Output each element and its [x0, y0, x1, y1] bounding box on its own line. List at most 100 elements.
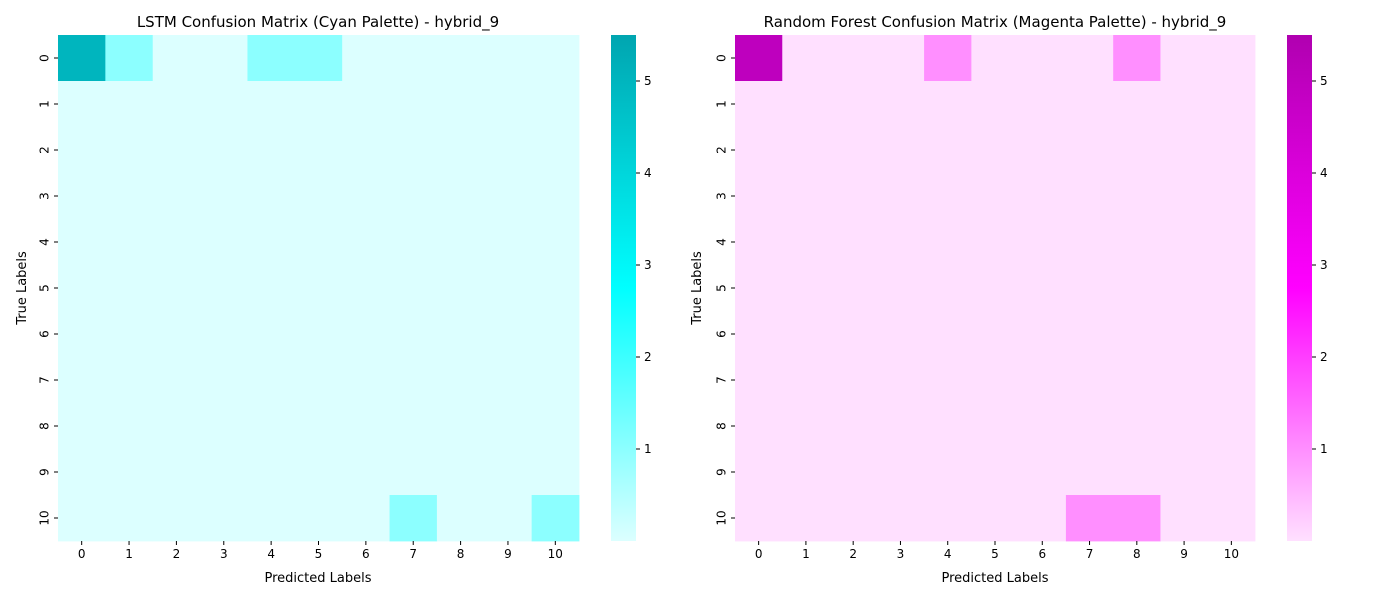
- x-tick-label: 3: [220, 547, 228, 561]
- heatmap-cell: [735, 449, 783, 496]
- heatmap-cell: [58, 311, 106, 358]
- y-tick-label: 5: [715, 284, 729, 292]
- heatmap-cell: [1113, 357, 1161, 404]
- heatmap-cell: [924, 127, 972, 174]
- heatmap-cell: [876, 311, 925, 358]
- heatmap-cell: [294, 219, 343, 266]
- x-axis-label: Predicted Labels: [941, 571, 1048, 586]
- heatmap-cell: [484, 311, 533, 358]
- heatmap-cell: [829, 495, 878, 542]
- heatmap-cell: [1018, 35, 1067, 82]
- y-tick-label: 6: [715, 330, 729, 338]
- heatmap-cell: [876, 219, 925, 266]
- heatmap-cell: [1065, 173, 1114, 220]
- y-tick-label: 5: [38, 284, 52, 292]
- heatmap-cell: [1160, 265, 1209, 312]
- heatmap-cell: [1113, 403, 1161, 450]
- heatmap-cell: [152, 449, 201, 496]
- x-tick-label: 0: [78, 547, 86, 561]
- heatmap-cell: [1207, 173, 1256, 220]
- heatmap-cell: [436, 403, 485, 450]
- heatmap-cell: [971, 265, 1020, 312]
- heatmap-cells: [735, 35, 1256, 542]
- heatmap-cell: [58, 81, 106, 128]
- y-tick-label: 1: [38, 100, 52, 108]
- heatmap-cell: [484, 219, 533, 266]
- heatmap-cell: [829, 311, 878, 358]
- heatmap-cell: [247, 173, 296, 220]
- chart-title: LSTM Confusion Matrix (Cyan Palette) - h…: [137, 13, 499, 32]
- heatmap-cell: [342, 449, 390, 496]
- heatmap-cell: [782, 35, 830, 82]
- heatmap-cell: [1160, 81, 1209, 128]
- heatmap-cell: [1160, 403, 1209, 450]
- heatmap-cell: [436, 81, 485, 128]
- heatmap-cell: [531, 173, 580, 220]
- heatmap-cell: [200, 219, 248, 266]
- heatmap-cell: [971, 173, 1020, 220]
- heatmap-cell: [484, 265, 533, 312]
- heatmap-cell: [200, 403, 248, 450]
- heatmap-cell: [531, 495, 580, 542]
- heatmap-cell: [436, 127, 485, 174]
- heatmap-cell: [1207, 311, 1256, 358]
- heatmap-cell: [735, 495, 783, 542]
- heatmap-cell: [924, 449, 972, 496]
- y-tick-label: 9: [715, 468, 729, 476]
- heatmap-cell: [294, 495, 343, 542]
- heatmap-cell: [782, 449, 830, 496]
- heatmap-cell: [1018, 311, 1067, 358]
- heatmap-cell: [782, 403, 830, 450]
- heatmap-cell: [484, 81, 533, 128]
- heatmap-cell: [152, 265, 201, 312]
- colorbar-tick-label: 3: [1320, 258, 1328, 272]
- heatmap-cell: [342, 357, 390, 404]
- colorbar-tick-label: 5: [644, 74, 652, 88]
- heatmap-cell: [735, 357, 783, 404]
- heatmap-cell: [735, 81, 783, 128]
- heatmap-cell: [782, 173, 830, 220]
- heatmap-cell: [342, 311, 390, 358]
- x-tick-label: 2: [849, 547, 857, 561]
- x-tick-label: 7: [1086, 547, 1094, 561]
- heatmap-cell: [1065, 81, 1114, 128]
- heatmap-cell: [342, 265, 390, 312]
- heatmap-cell: [735, 35, 783, 82]
- heatmap-cell: [1207, 357, 1256, 404]
- heatmap-cell: [294, 357, 343, 404]
- heatmap-cell: [436, 449, 485, 496]
- heatmap-cell: [105, 495, 154, 542]
- x-tick-label: 1: [125, 547, 133, 561]
- heatmap-cell: [105, 265, 154, 312]
- heatmap-cell: [924, 495, 972, 542]
- heatmap-cell: [389, 495, 438, 542]
- heatmap-cell: [389, 357, 438, 404]
- heatmap-cell: [829, 357, 878, 404]
- heatmap-cell: [294, 173, 343, 220]
- heatmap-cell: [971, 449, 1020, 496]
- y-tick-label: 0: [38, 54, 52, 62]
- x-tick-label: 8: [457, 547, 465, 561]
- heatmap-cell: [971, 495, 1020, 542]
- heatmap-cell: [58, 403, 106, 450]
- heatmap-cell: [1065, 449, 1114, 496]
- heatmap-cell: [200, 495, 248, 542]
- heatmap-cell: [735, 403, 783, 450]
- heatmap-cell: [1018, 173, 1067, 220]
- y-tick-label: 3: [715, 192, 729, 200]
- heatmap-cell: [200, 173, 248, 220]
- heatmap-cell: [389, 127, 438, 174]
- heatmap-cell: [389, 81, 438, 128]
- heatmap-cell: [484, 403, 533, 450]
- heatmap-cell: [152, 495, 201, 542]
- y-tick-label: 7: [38, 376, 52, 384]
- x-tick-label: 7: [409, 547, 417, 561]
- heatmap-cell: [876, 35, 925, 82]
- heatmap-cell: [389, 403, 438, 450]
- heatmap-cell: [1018, 449, 1067, 496]
- heatmap-cell: [829, 127, 878, 174]
- heatmap-cell: [200, 127, 248, 174]
- heatmap-cell: [1113, 81, 1161, 128]
- y-tick-label: 9: [38, 468, 52, 476]
- chart-title: Random Forest Confusion Matrix (Magenta …: [764, 13, 1227, 32]
